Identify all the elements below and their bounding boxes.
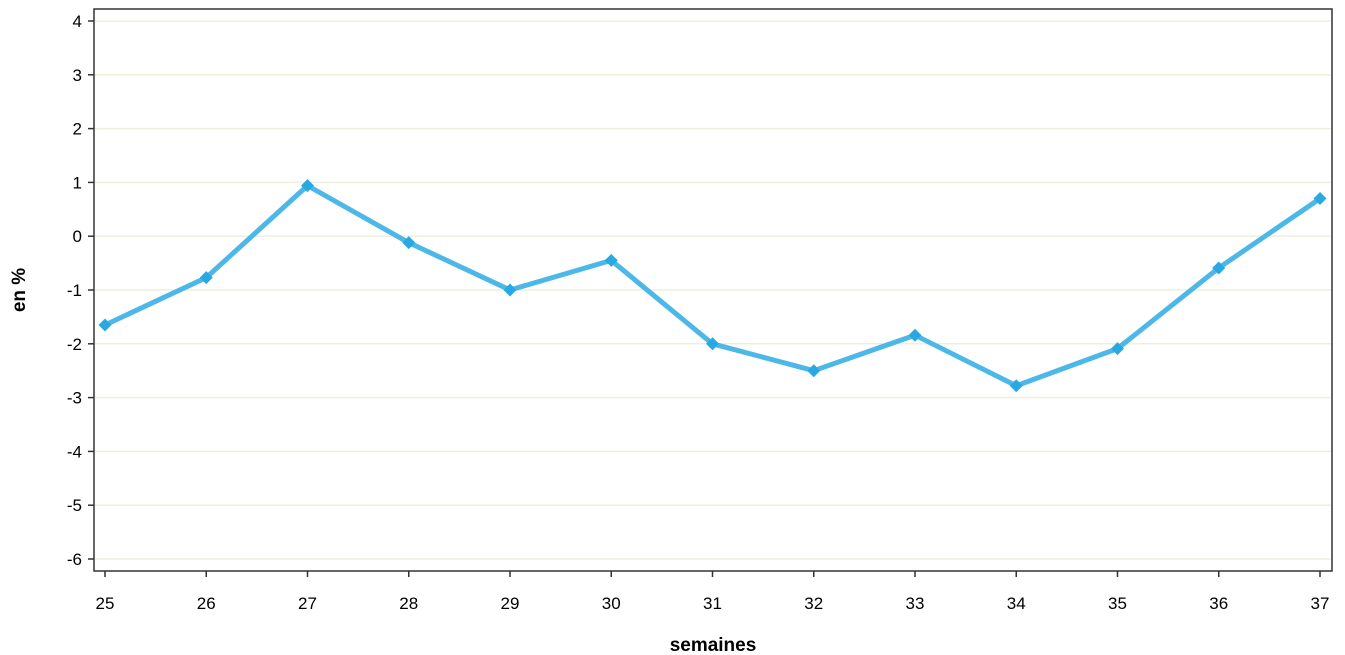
x-tick-label: 29 (501, 594, 520, 613)
data-point-marker (199, 271, 213, 285)
series-line (102, 183, 1323, 389)
data-point-marker (1111, 342, 1124, 356)
x-tick-label: 27 (298, 594, 317, 613)
x-tick-label: 33 (906, 594, 925, 613)
y-tick-label: 1 (73, 173, 82, 192)
data-point-marker (98, 318, 112, 332)
data-point-marker (1009, 379, 1023, 393)
x-tick-label: 28 (399, 594, 418, 613)
y-tick-label: -4 (67, 442, 82, 461)
x-tick-label: 35 (1108, 594, 1127, 613)
y-tick-label: -2 (67, 335, 82, 354)
data-point-marker (402, 236, 416, 250)
x-axis-title: semaines (670, 635, 757, 655)
data-point-marker (604, 253, 618, 267)
series-markers (98, 179, 1327, 393)
data-point-marker (503, 283, 517, 297)
x-tick-label: 36 (1209, 594, 1228, 613)
x-tick-label: 32 (804, 594, 823, 613)
x-tick-label: 30 (602, 594, 621, 613)
data-point-marker (706, 337, 719, 351)
y-axis-title: en % (9, 268, 30, 312)
y-tick-label: -1 (67, 281, 82, 300)
series-lines (102, 183, 1323, 389)
data-point-marker (908, 328, 922, 342)
y-tick-label: 3 (73, 66, 82, 85)
x-tick-label: 34 (1007, 594, 1026, 613)
x-tick-label: 31 (703, 594, 722, 613)
y-tick-label: -6 (67, 550, 82, 569)
x-tick-label: 25 (96, 594, 115, 613)
data-point-marker (301, 179, 314, 193)
x-tick-label: 37 (1311, 594, 1330, 613)
y-tick-label: -5 (67, 496, 82, 515)
x-tick-label: 26 (197, 594, 216, 613)
y-tick-label: -3 (67, 389, 82, 408)
data-point-marker (1313, 192, 1327, 206)
y-tick-label: 4 (73, 12, 82, 31)
axes (88, 8, 1333, 577)
data-point-marker (1212, 261, 1226, 275)
grid-lines (95, 20, 1331, 560)
y-tick-label: 0 (73, 227, 82, 246)
data-point-marker (807, 364, 821, 378)
y-tick-label: 2 (73, 120, 82, 139)
